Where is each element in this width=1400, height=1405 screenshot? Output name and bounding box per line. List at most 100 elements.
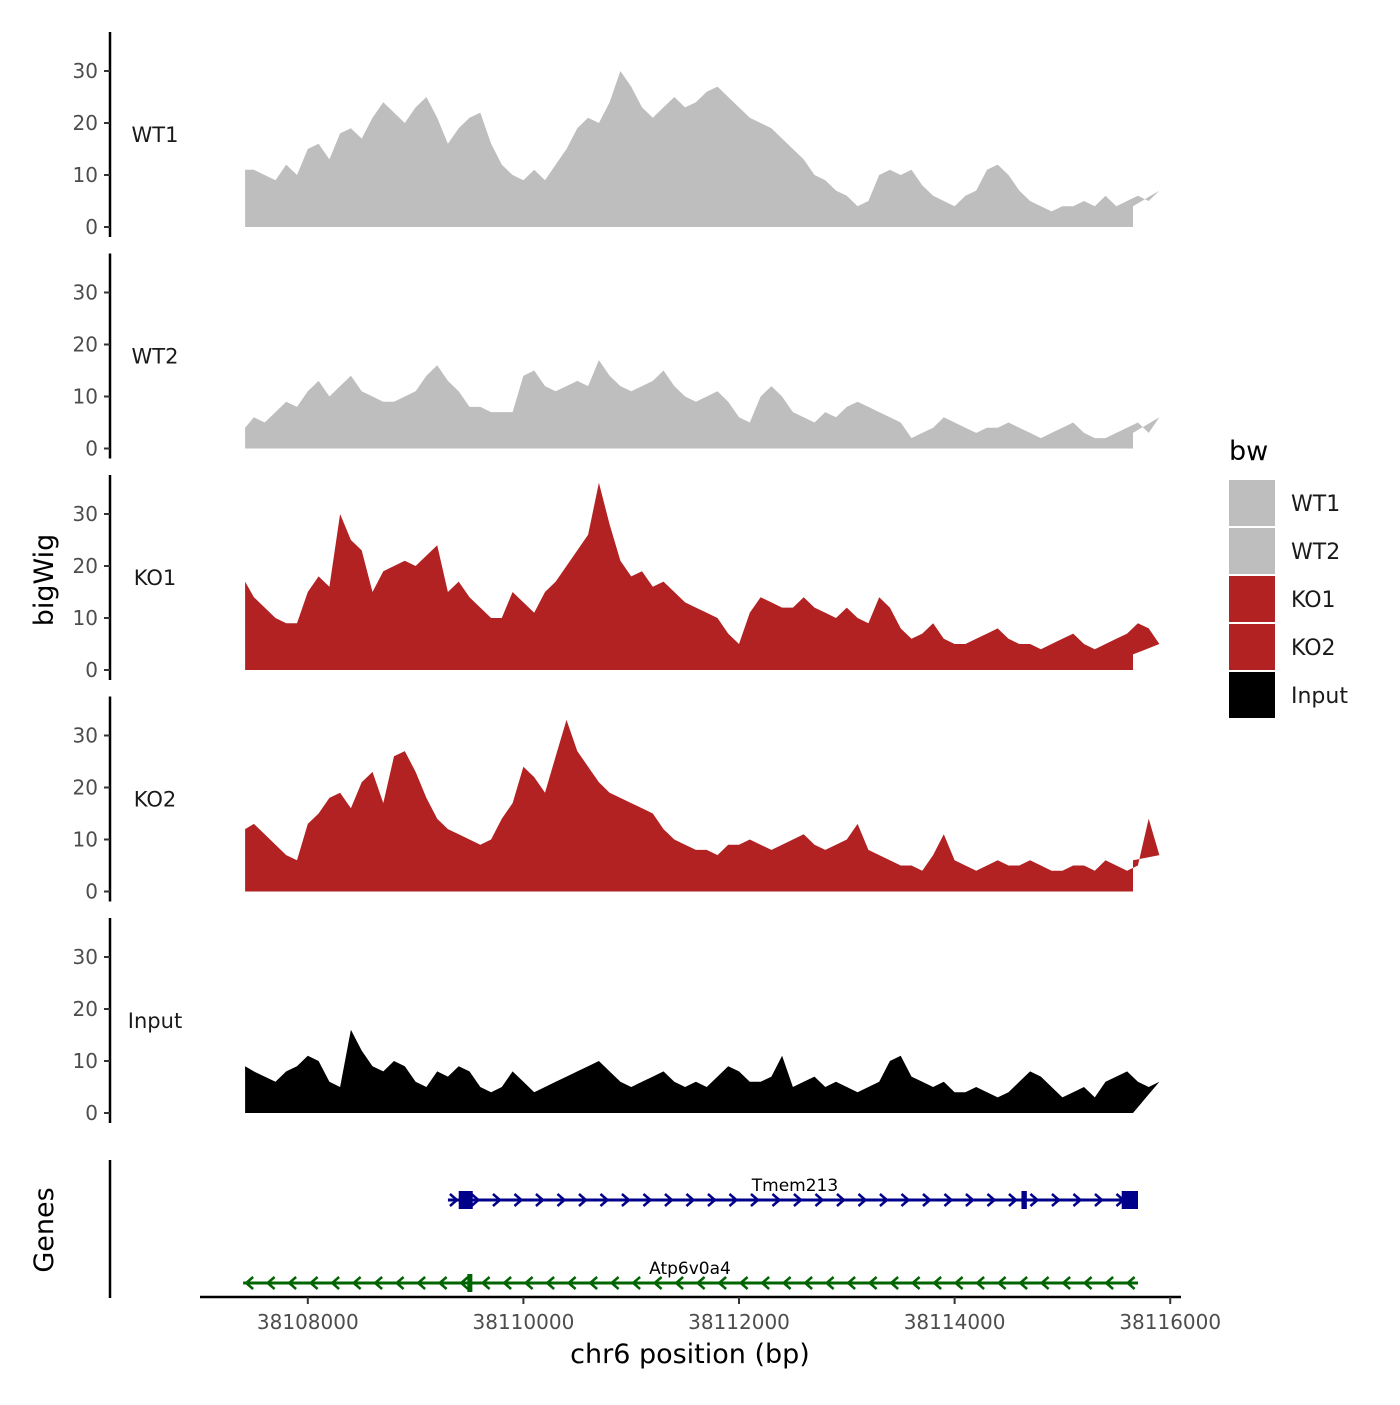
x-tick-label: 38110000 — [473, 1310, 575, 1334]
legend-title: bw — [1229, 436, 1268, 467]
strand-arrow — [330, 1276, 340, 1290]
strand-arrow — [578, 1193, 588, 1207]
strand-arrow — [599, 1193, 610, 1207]
track-ko2: 0 10 20 30 KO2 — [73, 696, 1160, 904]
strand-arrow — [879, 1193, 889, 1207]
strand-arrow — [965, 1193, 975, 1207]
strand-arrow — [394, 1276, 405, 1290]
track-label: WT1 — [132, 123, 179, 147]
legend-key-wt2 — [1229, 528, 1275, 574]
strand-arrow — [1072, 1193, 1083, 1207]
track-label: WT2 — [132, 345, 179, 369]
track-wt2: 0 10 20 30 WT2 — [73, 253, 1160, 461]
strand-arrow — [652, 1276, 663, 1290]
strand-arrow — [566, 1276, 577, 1290]
legend: bw WT1 WT2 KO1 KO2 Input — [1229, 436, 1348, 718]
y-axis-title: bigWig — [29, 534, 60, 627]
strand-arrow — [631, 1276, 641, 1290]
strand-arrow — [922, 1193, 932, 1207]
coverage-area-ko2 — [245, 719, 1160, 892]
y-tick-label: 20 — [73, 997, 98, 1021]
strand-arrow — [437, 1276, 448, 1290]
legend-key-input — [1229, 672, 1275, 718]
legend-label: Input — [1291, 684, 1348, 709]
y-tick-label: 0 — [85, 437, 98, 461]
strand-arrow — [480, 1276, 491, 1290]
strand-arrow — [609, 1276, 620, 1290]
strand-arrow — [867, 1276, 878, 1290]
strand-arrow — [1061, 1276, 1071, 1290]
genes-axis-title: Genes — [29, 1187, 60, 1272]
coverage-area-wt2 — [245, 360, 1160, 449]
strand-arrow — [760, 1276, 770, 1290]
strand-arrow — [996, 1276, 1007, 1290]
x-axis: 38108000 38110000 38112000 38114000 38116000 — [200, 1295, 1221, 1334]
strand-arrow — [664, 1193, 674, 1207]
track-input: 0 10 20 30 Input — [73, 918, 1160, 1125]
gene-tmem213: Tmem213 — [447, 1176, 1138, 1209]
legend-label: WT1 — [1291, 492, 1340, 517]
strand-arrow — [523, 1276, 534, 1290]
y-tick-label: 20 — [73, 776, 98, 800]
strand-arrow — [351, 1276, 362, 1290]
legend-key-ko2 — [1229, 624, 1275, 670]
strand-arrow — [814, 1193, 825, 1207]
y-tick-label: 30 — [73, 724, 98, 748]
y-tick-label: 0 — [85, 880, 98, 904]
strand-arrow — [513, 1193, 524, 1207]
y-tick-label: 20 — [73, 333, 98, 357]
strand-arrow — [717, 1276, 727, 1290]
gene-atp6v0a4: Atp6v0a4 — [243, 1259, 1138, 1292]
x-tick-label: 38112000 — [688, 1310, 790, 1334]
coverage-area-ko1 — [245, 482, 1160, 670]
y-tick-label: 10 — [73, 385, 98, 409]
y-tick-label: 0 — [85, 1101, 98, 1125]
strand-arrow — [1008, 1193, 1018, 1207]
strand-arrow — [846, 1276, 856, 1290]
track-label: Input — [128, 1009, 182, 1033]
gene-name-label: Tmem213 — [751, 1176, 838, 1196]
strand-arrow — [265, 1276, 276, 1290]
strand-arrow — [535, 1193, 545, 1207]
strand-arrow — [738, 1276, 749, 1290]
strand-arrow — [1051, 1193, 1061, 1207]
strand-arrow — [781, 1276, 792, 1290]
y-tick-label: 10 — [73, 828, 98, 852]
strand-arrow — [793, 1193, 803, 1207]
strand-arrow — [621, 1193, 631, 1207]
strand-arrow — [986, 1193, 997, 1207]
y-tick-label: 20 — [73, 111, 98, 135]
y-tick-label: 10 — [73, 1049, 98, 1073]
strand-arrow — [244, 1276, 254, 1290]
strand-arrow — [803, 1276, 813, 1290]
strand-arrow — [975, 1276, 985, 1290]
strand-arrow — [728, 1193, 739, 1207]
legend-label: WT2 — [1291, 540, 1340, 565]
y-tick-label: 10 — [73, 606, 98, 630]
track-wt1: 0 10 20 30 WT1 — [73, 32, 1160, 239]
y-tick-label: 10 — [73, 163, 98, 187]
strand-arrow — [1018, 1276, 1028, 1290]
track-label: KO2 — [134, 788, 177, 812]
legend-label: KO2 — [1291, 636, 1336, 661]
strand-arrow — [953, 1276, 964, 1290]
y-tick-label: 0 — [85, 658, 98, 682]
strand-arrow — [857, 1193, 868, 1207]
strand-arrow — [836, 1193, 846, 1207]
strand-arrow — [685, 1193, 696, 1207]
strand-arrow — [1039, 1276, 1050, 1290]
y-tick-label: 20 — [73, 554, 98, 578]
track-ko1: 0 10 20 30 KO1 — [73, 475, 1160, 682]
legend-key-ko1 — [1229, 576, 1275, 622]
strand-arrow — [459, 1276, 469, 1290]
strand-arrow — [545, 1276, 555, 1290]
strand-arrow — [1125, 1276, 1136, 1290]
strand-arrow — [1082, 1276, 1093, 1290]
strand-arrow — [373, 1276, 383, 1290]
y-tick-label: 30 — [73, 502, 98, 526]
strand-arrow — [556, 1193, 567, 1207]
exon — [458, 1191, 473, 1209]
coverage-area-wt1 — [245, 71, 1160, 227]
